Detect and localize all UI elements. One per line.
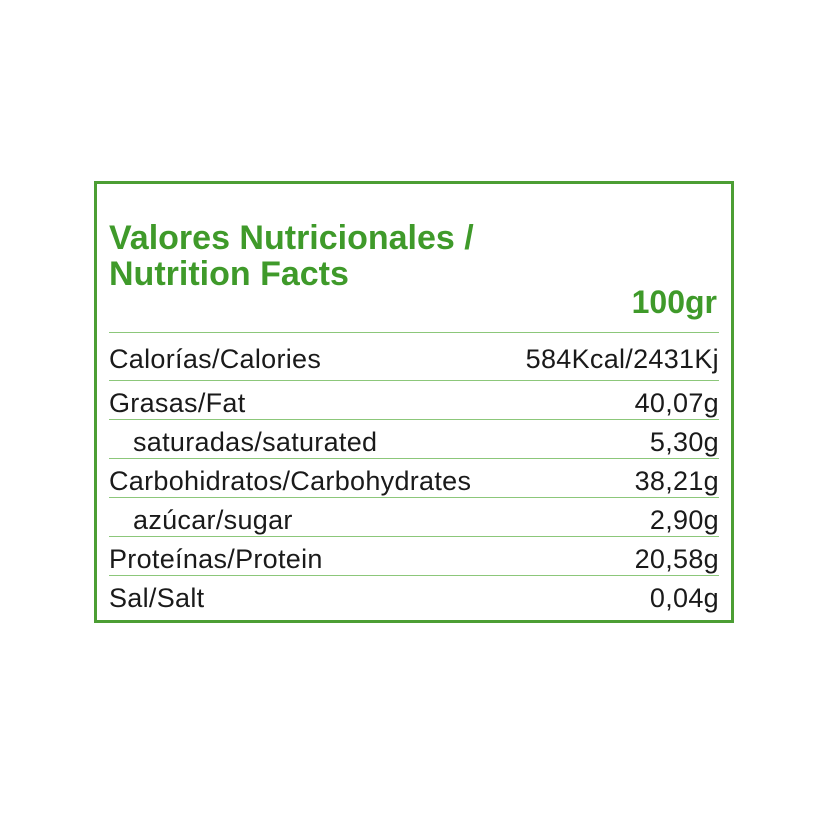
nutrient-label: Calorías/Calories: [109, 344, 322, 374]
nutrient-label: Carbohidratos/Carbohydrates: [109, 465, 472, 496]
row-saturated: saturadas/saturated 5,30g: [109, 419, 719, 458]
row-protein: Proteínas/Protein 20,58g: [109, 536, 719, 575]
serving-amount: 100gr: [631, 284, 717, 320]
nutrient-label: azúcar/sugar: [133, 504, 293, 535]
nutrient-value: 20,58g: [634, 543, 719, 574]
nutrient-value: 38,21g: [634, 465, 719, 496]
title-line-2: Nutrition Facts: [109, 255, 349, 293]
nutrient-table: Calorías/Calories 584Kcal/2431Kj Grasas/…: [109, 332, 719, 614]
title-line-1: Valores Nutricionales /: [109, 219, 474, 257]
nutrient-label: saturadas/saturated: [133, 426, 378, 457]
row-calories: Calorías/Calories 584Kcal/2431Kj: [109, 332, 719, 380]
nutrient-label: Sal/Salt: [109, 582, 205, 613]
nutrition-facts-panel: Valores Nutricionales / Nutrition Facts …: [94, 181, 734, 623]
nutrient-value: 2,90g: [649, 504, 719, 535]
nutrient-label: Proteínas/Protein: [109, 543, 323, 574]
panel-title: Valores Nutricionales / Nutrition Facts: [109, 220, 474, 292]
nutrient-value: 5,30g: [649, 426, 719, 457]
nutrient-value: 584Kcal/2431Kj: [525, 344, 719, 374]
row-carbohydrates: Carbohidratos/Carbohydrates 38,21g: [109, 458, 719, 497]
nutrient-value: 40,07g: [634, 387, 719, 418]
row-sugar: azúcar/sugar 2,90g: [109, 497, 719, 536]
nutrient-value: 0,04g: [649, 582, 719, 613]
row-fat: Grasas/Fat 40,07g: [109, 380, 719, 419]
nutrient-label: Grasas/Fat: [109, 387, 246, 418]
row-salt: Sal/Salt 0,04g: [109, 575, 719, 614]
